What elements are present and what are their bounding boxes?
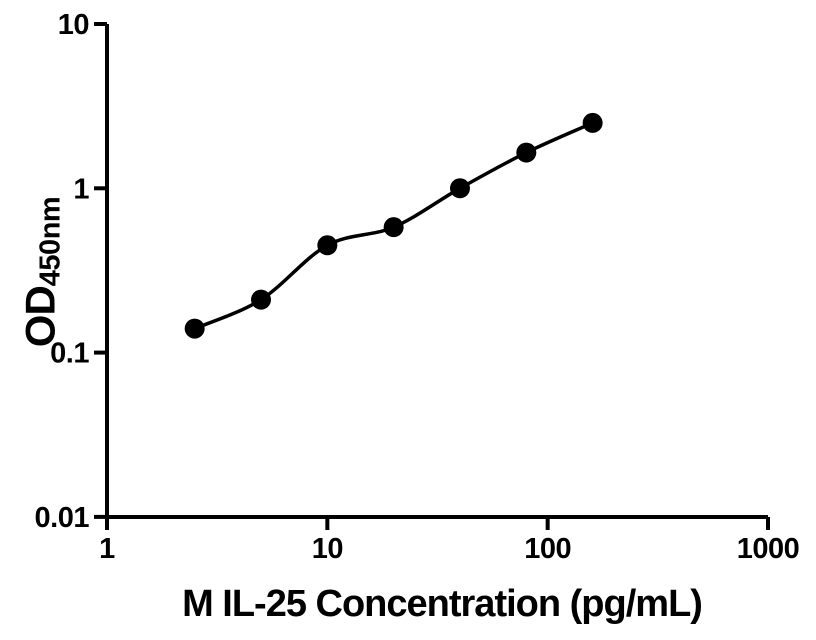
- y-axis-title: OD450nm: [17, 197, 68, 347]
- data-point: [582, 112, 603, 133]
- y-axis-title-subscript: 450nm: [34, 196, 67, 287]
- data-point: [516, 142, 537, 163]
- data-point: [383, 217, 404, 238]
- x-tick-label: 100: [524, 533, 571, 565]
- x-tick-label: 1: [99, 533, 115, 565]
- y-tick-label: 0.01: [35, 502, 90, 534]
- axis-tick-labels: 1 10 100 1000 0.01 0.1 1 10: [35, 9, 800, 565]
- y-axis-title-main: OD: [16, 286, 64, 348]
- axis-spines: [105, 24, 768, 519]
- y-tick-label: 0.1: [50, 338, 89, 370]
- y-tick-label: 1: [73, 173, 89, 205]
- x-tick-label: 1000: [737, 533, 800, 565]
- axis-ticks: [94, 22, 770, 530]
- data-series: [184, 112, 603, 339]
- data-point: [184, 318, 205, 339]
- data-point: [251, 289, 272, 310]
- axes: [105, 24, 768, 519]
- data-point: [317, 235, 338, 256]
- x-tick-label: 10: [312, 533, 343, 565]
- x-axis-title: M IL-25 Concentration (pg/mL): [182, 583, 703, 625]
- y-tick-label: 10: [58, 9, 89, 41]
- data-point: [449, 178, 470, 199]
